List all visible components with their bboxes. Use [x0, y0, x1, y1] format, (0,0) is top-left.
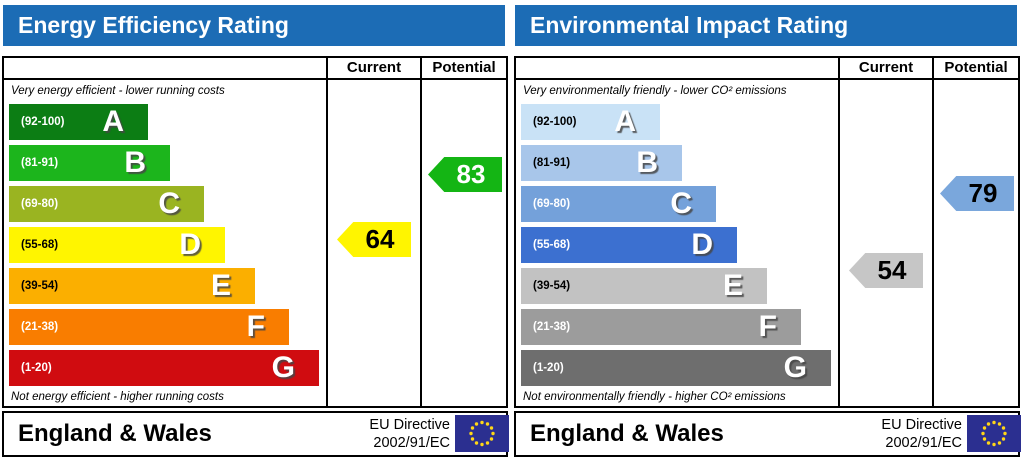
column-divider [838, 56, 840, 408]
panel-title: Energy Efficiency Rating [18, 12, 289, 38]
column-divider [420, 56, 422, 408]
band-range: (92-100) [533, 116, 577, 128]
band-a: (92-100) A [9, 104, 148, 140]
band-range: (69-80) [533, 198, 571, 210]
footer-border [514, 411, 1020, 457]
band-range: (69-80) [21, 198, 59, 210]
band-f: (21-38) F [9, 309, 289, 345]
band-a: (92-100) A [521, 104, 660, 140]
panel-title: Environmental Impact Rating [530, 12, 849, 38]
band-f: (21-38) F [521, 309, 801, 345]
band-c: (69-80) C [521, 186, 716, 222]
band-range: (1-20) [533, 362, 564, 374]
bottom-note: Not energy efficient - higher running co… [11, 391, 224, 403]
eu-directive-line2: 2002/91/EC [885, 435, 962, 451]
eu-flag-icon [455, 415, 509, 452]
potential-column-header: Potential [432, 59, 496, 76]
band-range: (1-20) [21, 362, 52, 374]
band-letter: E [210, 269, 231, 302]
potential-column-header: Potential [944, 59, 1008, 76]
eu-directive-line1: EU Directive [369, 417, 450, 433]
band-range: (39-54) [21, 280, 59, 292]
eu-directive-line1: EU Directive [881, 417, 962, 433]
region-label: England & Wales [530, 420, 724, 447]
band-range: (39-54) [533, 280, 571, 292]
band-c: (69-80) C [9, 186, 204, 222]
region-label: England & Wales [18, 420, 212, 447]
band-range: (81-91) [21, 157, 59, 169]
energy-efficiency-panel: Energy Efficiency Rating Current Potenti… [2, 5, 509, 457]
panel-title-bar: Environmental Impact Rating [515, 5, 1017, 46]
band-range: (21-38) [21, 321, 59, 333]
band-d: (55-68) D [9, 227, 225, 263]
band-g: (1-20) G [521, 350, 831, 386]
band-letter: F [758, 310, 777, 343]
eu-flag-icon [967, 415, 1021, 452]
band-e: (39-54) E [9, 268, 255, 304]
band-letter: G [271, 351, 295, 384]
band-range: (55-68) [21, 239, 59, 251]
band-letter: G [783, 351, 807, 384]
panel-title-bar: Energy Efficiency Rating [3, 5, 505, 46]
band-letter: F [246, 310, 265, 343]
band-range: (81-91) [533, 157, 571, 169]
current-rating-arrow: 54 [849, 253, 923, 288]
environmental-impact-panel: Environmental Impact Rating Current Pote… [512, 0, 1024, 457]
top-note: Very environmentally friendly - lower CO… [523, 85, 787, 97]
eu-directive-line2: 2002/91/EC [373, 435, 450, 451]
band-letter: B [124, 146, 146, 179]
band-d: (55-68) D [521, 227, 737, 263]
footer-border [2, 411, 508, 457]
potential-rating-arrow: 79 [940, 176, 1014, 211]
band-letter: D [691, 228, 713, 261]
eu-directive-label: EU Directive 2002/91/EC [881, 416, 962, 452]
band-letter: D [179, 228, 201, 261]
header-row-divider [514, 78, 1020, 80]
band-letter: B [636, 146, 658, 179]
current-rating-arrow: 64 [337, 222, 411, 257]
band-range: (55-68) [533, 239, 571, 251]
band-letter: E [722, 269, 743, 302]
current-column-header: Current [346, 59, 402, 76]
bottom-note: Not environmentally friendly - higher CO… [523, 391, 786, 403]
column-divider [932, 56, 934, 408]
band-g: (1-20) G [9, 350, 319, 386]
header-row-divider [2, 78, 508, 80]
band-letter: A [614, 105, 636, 138]
band-range: (21-38) [533, 321, 571, 333]
band-b: (81-91) B [9, 145, 170, 181]
band-b: (81-91) B [521, 145, 682, 181]
column-divider [326, 56, 328, 408]
band-letter: C [158, 187, 180, 220]
band-letter: A [102, 105, 124, 138]
eu-directive-label: EU Directive 2002/91/EC [369, 416, 450, 452]
band-e: (39-54) E [521, 268, 767, 304]
band-letter: C [670, 187, 692, 220]
current-column-header: Current [858, 59, 914, 76]
potential-rating-arrow: 83 [428, 157, 502, 192]
band-range: (92-100) [21, 116, 65, 128]
top-note: Very energy efficient - lower running co… [11, 85, 225, 97]
